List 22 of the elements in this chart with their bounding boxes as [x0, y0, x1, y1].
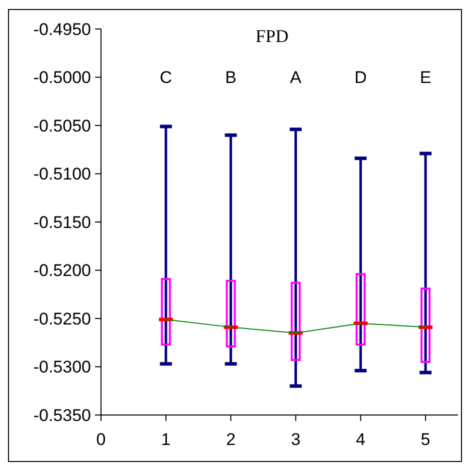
x-tick-label: 1 [161, 430, 171, 449]
annotation: A [290, 68, 302, 87]
x-tick-label: 4 [356, 430, 366, 449]
annotation: C [160, 68, 172, 87]
y-tick-label: -0.5350 [33, 406, 91, 425]
line-series [165, 318, 426, 334]
x-tick-label: 5 [420, 430, 430, 449]
y-tick-label: -0.5050 [33, 116, 91, 136]
annotation: B [225, 68, 236, 87]
x-tick-label: 2 [226, 430, 236, 449]
y-tick-label: -0.5250 [33, 309, 91, 328]
x-tick-label: 0 [96, 430, 106, 449]
y-tick-label: -0.5300 [33, 358, 91, 377]
annotation: D [354, 68, 367, 87]
y-tick-label: -0.5000 [33, 68, 91, 88]
chart-title: FPD [255, 26, 289, 46]
y-tick-label: -0.4950 [33, 20, 91, 39]
annotation: E [420, 68, 432, 87]
y-tick-label: -0.5100 [33, 164, 91, 184]
x-tick-label: 3 [290, 430, 300, 449]
y-tick-label: -0.5200 [33, 261, 91, 280]
y-tick-label: -0.5150 [33, 212, 91, 232]
